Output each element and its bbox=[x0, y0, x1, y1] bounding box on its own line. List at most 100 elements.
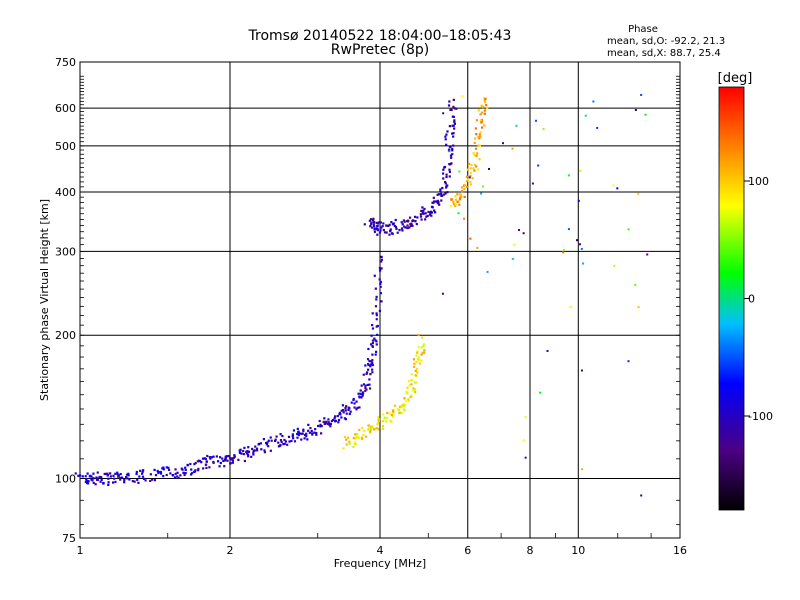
data-point bbox=[448, 163, 451, 166]
data-point bbox=[103, 472, 106, 476]
data-point bbox=[370, 360, 373, 363]
data-point bbox=[341, 404, 344, 407]
data-point bbox=[91, 479, 94, 482]
data-point bbox=[483, 109, 486, 112]
data-point bbox=[333, 417, 336, 420]
data-point bbox=[612, 184, 615, 187]
x-tick-label: 2 bbox=[227, 544, 234, 557]
data-point bbox=[338, 411, 341, 415]
data-point bbox=[426, 214, 429, 218]
data-point bbox=[367, 428, 370, 431]
data-point bbox=[511, 257, 514, 260]
data-point bbox=[421, 351, 424, 354]
data-point bbox=[197, 469, 200, 472]
data-point bbox=[515, 124, 518, 127]
data-point bbox=[442, 112, 445, 115]
data-point bbox=[475, 133, 478, 136]
data-point bbox=[374, 305, 378, 308]
data-point bbox=[252, 453, 255, 456]
data-point bbox=[410, 224, 413, 227]
data-point bbox=[90, 475, 93, 478]
colorbar-tick-label: -100 bbox=[748, 410, 773, 423]
data-point bbox=[375, 343, 378, 346]
data-point bbox=[282, 443, 285, 446]
data-point bbox=[375, 298, 378, 301]
data-point bbox=[162, 466, 165, 469]
data-point bbox=[354, 437, 357, 440]
data-point bbox=[373, 228, 376, 231]
data-point bbox=[216, 460, 220, 463]
data-point bbox=[419, 215, 423, 218]
y-tick-label: 750 bbox=[55, 56, 76, 69]
y-tick-label: 600 bbox=[55, 102, 76, 115]
data-point bbox=[425, 215, 428, 218]
data-point bbox=[194, 469, 197, 472]
data-point bbox=[419, 213, 422, 216]
data-point bbox=[319, 425, 322, 428]
data-point bbox=[456, 193, 459, 196]
data-point bbox=[423, 350, 426, 353]
data-point bbox=[380, 300, 383, 303]
data-point bbox=[389, 419, 392, 422]
data-point bbox=[410, 373, 413, 376]
data-point bbox=[613, 264, 616, 267]
data-point bbox=[522, 232, 525, 235]
data-point bbox=[383, 416, 386, 419]
data-point bbox=[389, 229, 392, 232]
data-point bbox=[400, 411, 404, 414]
data-point bbox=[401, 403, 404, 407]
data-point bbox=[474, 147, 478, 150]
data-point bbox=[243, 446, 246, 449]
data-point bbox=[379, 282, 382, 286]
data-point bbox=[453, 120, 456, 123]
data-point bbox=[256, 449, 259, 452]
data-point bbox=[388, 412, 391, 415]
data-point bbox=[567, 174, 570, 177]
data-point bbox=[461, 95, 464, 98]
data-point bbox=[167, 466, 170, 469]
data-point bbox=[394, 225, 398, 229]
data-point bbox=[377, 418, 380, 421]
data-point bbox=[375, 426, 379, 430]
data-point bbox=[326, 422, 330, 426]
data-point bbox=[452, 200, 455, 204]
data-point bbox=[466, 168, 469, 171]
data-point bbox=[365, 372, 368, 375]
data-point bbox=[176, 471, 179, 474]
data-point bbox=[337, 421, 340, 424]
data-point bbox=[182, 471, 185, 474]
data-point bbox=[407, 398, 410, 401]
data-point bbox=[454, 198, 458, 201]
data-point bbox=[455, 107, 458, 110]
data-point bbox=[481, 185, 484, 188]
data-point bbox=[373, 337, 376, 340]
data-point bbox=[368, 426, 371, 429]
data-point bbox=[98, 475, 101, 479]
data-point bbox=[222, 459, 225, 463]
data-point bbox=[596, 126, 599, 129]
data-point bbox=[371, 368, 374, 371]
data-point bbox=[416, 351, 419, 354]
data-point bbox=[360, 396, 363, 399]
data-point bbox=[480, 118, 483, 122]
data-point bbox=[405, 390, 408, 393]
data-point bbox=[414, 220, 417, 223]
x-tick-label: 4 bbox=[377, 544, 384, 557]
data-point bbox=[450, 198, 453, 201]
data-point bbox=[473, 169, 476, 172]
data-point bbox=[102, 482, 105, 485]
data-point bbox=[463, 217, 466, 220]
data-point bbox=[364, 386, 367, 389]
data-point bbox=[314, 428, 317, 431]
data-point bbox=[371, 425, 374, 428]
data-point bbox=[382, 228, 385, 232]
data-point bbox=[416, 367, 419, 371]
data-point bbox=[369, 343, 373, 346]
data-point bbox=[467, 162, 471, 165]
data-point bbox=[439, 192, 443, 195]
data-point bbox=[454, 204, 457, 207]
data-point bbox=[423, 351, 426, 355]
data-point bbox=[159, 472, 163, 475]
data-point bbox=[452, 105, 455, 108]
data-point bbox=[478, 137, 481, 140]
